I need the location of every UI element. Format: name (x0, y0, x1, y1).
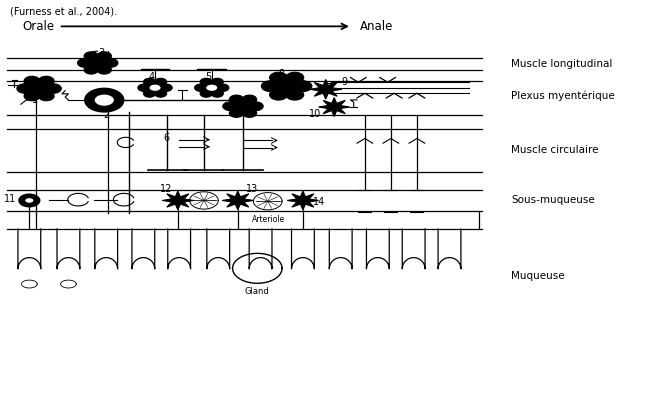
Circle shape (223, 102, 237, 111)
Circle shape (195, 84, 207, 91)
Circle shape (200, 90, 213, 97)
Text: (Furness et al., 2004).: (Furness et al., 2004). (10, 7, 117, 17)
Text: 2: 2 (103, 110, 110, 120)
Text: Anale: Anale (360, 20, 394, 33)
Circle shape (77, 58, 92, 67)
Text: Muscle circulaire: Muscle circulaire (512, 145, 599, 155)
Circle shape (242, 109, 256, 117)
Circle shape (45, 84, 61, 93)
Polygon shape (319, 98, 350, 117)
Circle shape (144, 90, 155, 97)
Text: 10: 10 (308, 109, 321, 119)
Circle shape (160, 84, 173, 91)
Circle shape (230, 109, 243, 117)
Circle shape (242, 95, 256, 104)
Circle shape (84, 52, 98, 60)
Circle shape (19, 194, 40, 207)
Circle shape (155, 90, 167, 97)
Circle shape (39, 76, 54, 86)
Circle shape (97, 66, 112, 74)
Circle shape (24, 91, 40, 101)
Circle shape (94, 94, 114, 106)
Circle shape (211, 78, 223, 86)
Text: 13: 13 (246, 184, 258, 194)
Circle shape (205, 84, 218, 91)
Circle shape (286, 72, 304, 83)
Circle shape (261, 81, 279, 92)
Text: 1: 1 (31, 95, 37, 105)
Circle shape (200, 78, 213, 86)
Circle shape (270, 72, 287, 83)
Circle shape (39, 91, 54, 101)
Text: Gland: Gland (245, 287, 270, 296)
Text: 14: 14 (313, 197, 325, 207)
Circle shape (144, 78, 155, 86)
Text: 11: 11 (4, 194, 16, 204)
Text: 7: 7 (255, 103, 262, 113)
Text: Muqueuse: Muqueuse (512, 271, 565, 281)
Text: 9: 9 (341, 77, 347, 87)
Polygon shape (162, 191, 194, 210)
Circle shape (236, 102, 250, 111)
Circle shape (31, 84, 47, 93)
Text: 12: 12 (160, 184, 173, 194)
Circle shape (230, 95, 243, 104)
Text: 5: 5 (205, 72, 211, 82)
Circle shape (270, 89, 287, 100)
Circle shape (286, 89, 304, 100)
Text: Sous-muqueuse: Sous-muqueuse (512, 196, 595, 205)
Circle shape (138, 84, 150, 91)
Polygon shape (222, 191, 253, 210)
Circle shape (104, 58, 118, 67)
Text: Muscle longitudinal: Muscle longitudinal (512, 59, 613, 69)
Circle shape (211, 90, 223, 97)
Polygon shape (310, 79, 342, 99)
Circle shape (149, 84, 161, 91)
Text: Plexus myentérique: Plexus myentérique (512, 91, 615, 102)
Circle shape (91, 58, 105, 67)
Text: 3: 3 (98, 48, 104, 58)
Text: 8: 8 (278, 69, 285, 79)
Circle shape (84, 66, 98, 74)
Text: 4: 4 (148, 72, 154, 82)
Circle shape (277, 81, 296, 92)
Circle shape (155, 78, 167, 86)
Circle shape (249, 102, 263, 111)
Text: Orale: Orale (23, 20, 55, 33)
Text: Arteriole: Arteriole (252, 214, 285, 224)
Circle shape (24, 76, 40, 86)
Text: 6: 6 (163, 133, 169, 143)
Circle shape (25, 198, 34, 203)
Polygon shape (287, 191, 319, 210)
Circle shape (216, 84, 229, 91)
Circle shape (97, 52, 112, 60)
Circle shape (17, 84, 33, 93)
Circle shape (85, 88, 124, 112)
Circle shape (294, 81, 312, 92)
